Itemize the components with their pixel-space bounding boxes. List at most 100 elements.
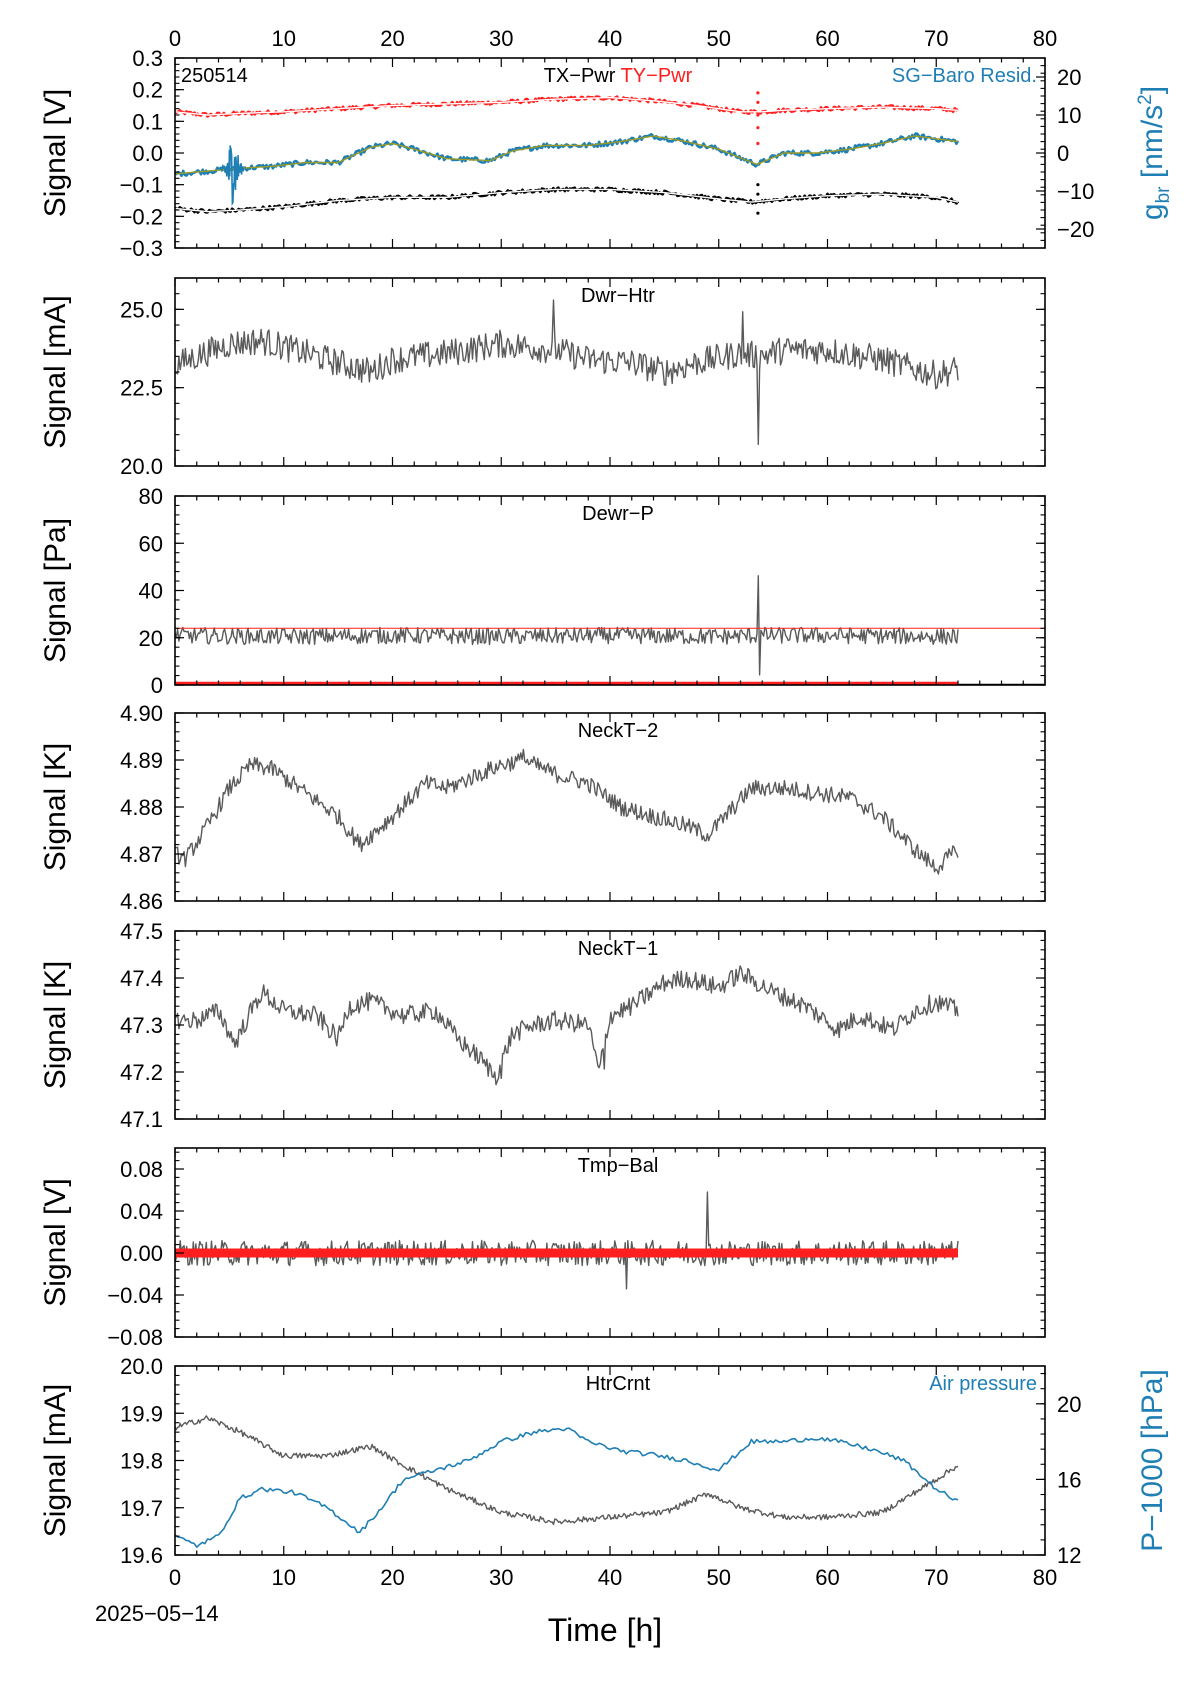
series-line-sg-baro-resid-: [175, 132, 960, 178]
right-y-tick-label: −10: [1057, 179, 1094, 204]
y-tick-label: 47.1: [120, 1107, 163, 1132]
panel-p1: −0.3 −0.2 −0.1 0.0 0.1 0.2 0.3 Signal [V] −20 −10…: [39, 46, 1174, 261]
y-tick-label: 4.89: [120, 748, 163, 773]
y-tick-label: 19.7: [120, 1496, 163, 1521]
sg-baro-burst: [220, 145, 245, 207]
right-y-axis-title-title-sub: br: [1153, 186, 1174, 204]
y-tick-label: 20: [139, 626, 163, 651]
y-tick-label: 4.87: [120, 842, 163, 867]
plot-area: [175, 1191, 960, 1290]
y-tick-label: −0.08: [107, 1325, 163, 1350]
y-axis-title: Signal [mA]: [39, 1384, 72, 1537]
plot-area: [175, 575, 1045, 685]
legend-label: TX−Pwr TY−Pwr: [544, 65, 693, 87]
dataset-id-label: 250514: [181, 65, 248, 87]
tx-pwr-spike-dot: [756, 211, 760, 215]
series-line-p4-0: [175, 748, 959, 875]
x-tick-label-top: 70: [924, 26, 948, 51]
x-tick-label-bottom: 0: [169, 1565, 181, 1590]
y-tick-label: 60: [139, 531, 163, 556]
x-tick-label-top: 10: [272, 26, 296, 51]
right-y-axis-title: P−1000 [hPa]: [1136, 1369, 1169, 1552]
x-tick-label-bottom: 70: [924, 1565, 948, 1590]
y-tick-label: 47.3: [120, 1013, 163, 1038]
ty-pwr-spike-dot: [756, 100, 760, 104]
series-line-tx-pwr: [175, 186, 960, 214]
y-axis-title: Signal [Pa]: [39, 518, 72, 663]
ty-pwr-spike-dot: [756, 91, 760, 95]
y-tick-label: 47.5: [120, 919, 163, 944]
y-tick-label: 0.08: [120, 1157, 163, 1182]
plot-area: [175, 748, 959, 875]
y-axis-title: Signal [V]: [39, 1178, 72, 1306]
date-label: 2025−05−14: [95, 1601, 219, 1626]
x-tick-label-top: 40: [598, 26, 622, 51]
ty-pwr-spike-dot: [756, 126, 760, 130]
panel-p6: −0.08 −0.04 0.00 0.04 0.08 Signal [V] Tmp−Bal: [39, 1147, 1046, 1350]
ty-pwr-spike-dot: [756, 113, 760, 117]
y-tick-label: 0.04: [120, 1199, 163, 1224]
y-tick-label: 0: [151, 673, 163, 698]
x-tick-label-top: 0: [169, 26, 181, 51]
right-y-tick-label: 0: [1057, 141, 1069, 166]
series-fit-line: [175, 135, 959, 175]
y-axis-title: Signal [K]: [39, 961, 72, 1089]
y-tick-label: 47.4: [120, 966, 163, 991]
y-tick-label: −0.2: [120, 204, 163, 229]
right-y-tick-label: −20: [1057, 217, 1094, 242]
panel-title: NeckT−2: [578, 720, 659, 742]
series-line-p6-0: [175, 1191, 959, 1290]
y-axis-title: Signal [mA]: [39, 295, 72, 448]
y-tick-label: 4.88: [120, 795, 163, 820]
y-tick-label: 25.0: [120, 297, 163, 322]
right-y-tick-label: 16: [1057, 1467, 1081, 1492]
y-tick-label: 0.1: [132, 109, 163, 134]
y-axis-title: Signal [K]: [39, 743, 72, 871]
panel-title: Dewr−P: [582, 503, 654, 525]
plot-area: [175, 1415, 959, 1548]
right-y-tick-label: 10: [1057, 103, 1081, 128]
y-tick-label: 19.9: [120, 1401, 163, 1426]
series-line-p2-0: [175, 299, 959, 446]
x-tick-label-bottom: 10: [272, 1565, 296, 1590]
right-y-axis-title-title-end: ]: [1136, 86, 1169, 94]
y-tick-label: 20.0: [120, 454, 163, 479]
series-line-air-pressure: [175, 1427, 959, 1548]
panel-title: NeckT−1: [578, 938, 659, 960]
right-y-axis-title-title-main: g: [1136, 203, 1169, 220]
right-y-axis-title-title-sup: 2: [1135, 94, 1156, 105]
legend-label-ty-pwr: TY−Pwr: [621, 65, 693, 87]
panel-p3: 0 20 40 60 80 Signal [Pa] Dewr−P: [39, 484, 1046, 698]
series-fit-line: [175, 188, 959, 213]
right-y-tick-label: 12: [1057, 1543, 1081, 1568]
x-tick-label-top: 80: [1033, 26, 1057, 51]
right-series-label: SG−Baro Resid.: [892, 65, 1037, 87]
y-tick-label: 47.2: [120, 1060, 163, 1085]
right-y-tick-label: 20: [1057, 65, 1081, 90]
y-tick-label: 40: [139, 579, 163, 604]
x-tick-label-bottom: 50: [707, 1565, 731, 1590]
panel-p5: 47.1 47.2 47.3 47.4 47.5 Signal [K] NeckT−1: [39, 919, 1046, 1132]
x-tick-label-bottom: 80: [1033, 1565, 1057, 1590]
plot-area: [175, 299, 959, 446]
x-tick-label-bottom: 30: [489, 1565, 513, 1590]
right-y-axis-title: gbr [nm/s2]: [1135, 86, 1174, 220]
right-y-tick-label: 20: [1057, 1392, 1081, 1417]
y-tick-label: 80: [139, 484, 163, 509]
x-tick-label-bottom: 40: [598, 1565, 622, 1590]
right-series-label: Air pressure: [929, 1373, 1037, 1395]
y-tick-label: 20.0: [120, 1354, 163, 1379]
ty-pwr-spike-dot: [756, 141, 760, 146]
panel-p2: 20.0 22.5 25.0 Signal [mA] Dwr−Htr: [39, 277, 1046, 479]
panel-title: Dwr−Htr: [581, 285, 655, 307]
series-line-ty-pwr: [175, 95, 959, 118]
panel-p7: 19.6 19.7 19.8 19.9 20.0 Signal [mA] 12 16 20 P−1…: [39, 1354, 1169, 1568]
y-tick-label: −0.04: [107, 1283, 163, 1308]
plot-area: [175, 91, 960, 215]
x-tick-label-top: 20: [380, 26, 404, 51]
y-tick-label: 0.3: [132, 46, 163, 71]
y-tick-label: −0.3: [120, 236, 163, 261]
y-tick-label: 4.86: [120, 889, 163, 914]
y-tick-label: 0.00: [120, 1241, 163, 1266]
